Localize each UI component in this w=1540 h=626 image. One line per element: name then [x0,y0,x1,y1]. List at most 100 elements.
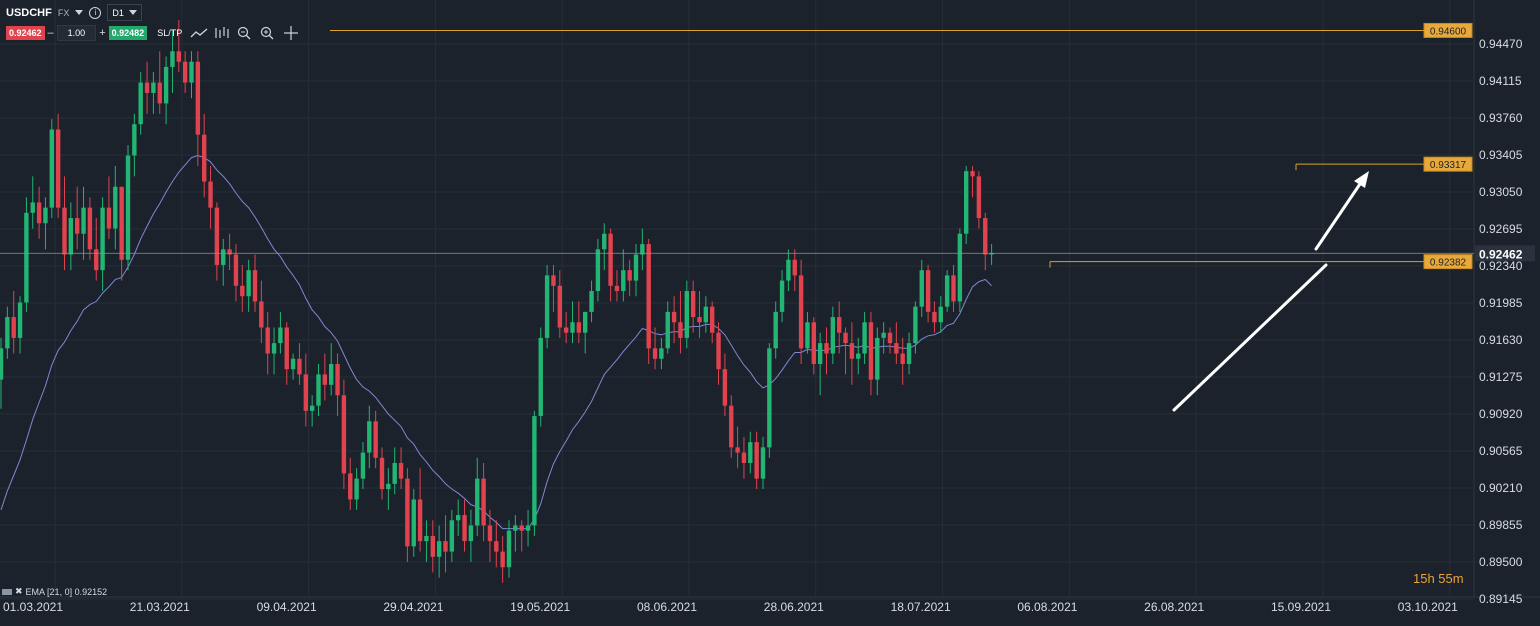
candle-body [265,327,270,354]
timeframe-label: D1 [112,7,124,18]
x-tick-label: 28.06.2021 [764,600,824,614]
candle-body [633,254,639,281]
candle-body [373,421,378,458]
y-tick-label: 0.89500 [1479,555,1523,569]
timeframe-select[interactable]: D1 [107,4,142,21]
candle-body [602,233,607,250]
symbol-label[interactable]: USDCHF [6,6,52,19]
candle-body [55,129,61,208]
x-tick-label: 03.10.2021 [1398,600,1458,614]
candle-body [621,270,626,292]
candle-body [849,343,855,359]
level-label: 0.92382 [1430,258,1467,269]
candle-body [481,478,486,526]
ema-legend[interactable]: ✖ EMA [21, 0] 0.92152 [2,586,107,597]
candle-body [881,332,886,338]
candle-body [671,311,677,323]
level-label-box [1423,156,1473,172]
info-icon[interactable]: i [89,6,102,19]
x-tick-label: 15.09.2021 [1271,600,1331,614]
candle-body [779,280,785,312]
candle-body [290,358,296,370]
y-tick-label: 0.91985 [1479,296,1523,310]
x-tick-label: 19.05.2021 [510,600,570,614]
y-tick-label: 0.92695 [1479,222,1523,236]
zoom-out-icon[interactable] [236,26,254,40]
candle-body [925,270,931,312]
candle-body [246,270,251,297]
price-axis[interactable]: 0.94470 0.94115 0.93760 0.93405 0.93050 0.926… [1479,37,1523,606]
candle-body [316,374,321,406]
ema-line [0,154,992,530]
candle-body [284,327,289,370]
candle-body [341,395,347,474]
y-tick-label: 0.90920 [1479,407,1523,421]
y-tick-label: 0.93405 [1479,148,1523,162]
decrease-quantity-button[interactable]: – [47,27,54,39]
candle-body [900,353,905,364]
ema-series [0,154,992,530]
sell-price-button[interactable]: 0.92462 [6,26,45,40]
zoom-in-icon[interactable] [259,26,277,40]
candle-body [589,291,594,312]
candle-body [627,270,632,281]
candle-body [87,207,93,250]
candle-body [5,317,10,349]
candle-body [894,343,899,354]
candle-body [805,322,810,349]
trend-line [1172,263,1328,412]
candle-body [932,311,937,323]
time-axis[interactable]: 01.03.2021 21.03.2021 09.04.2021 29.04.2021… [3,600,1458,614]
candle-body [576,322,582,333]
candle-body [94,249,99,271]
level-label: 0.94600 [1430,26,1467,37]
candle-body [532,416,537,526]
candle-body [157,82,162,104]
candle-body [436,541,442,557]
candle-body [729,405,734,448]
candle-body [487,525,493,542]
candle-body [690,291,696,318]
y-tick-label: 0.92340 [1479,259,1523,273]
candle-body [646,244,651,349]
candle-body [906,343,912,364]
candle-body [119,186,124,260]
x-tick-label: 18.07.2021 [891,600,951,614]
level-label-box [1423,22,1473,38]
candle-body [335,363,340,396]
symbol-dropdown-icon[interactable] [75,10,84,15]
candle-body [386,483,391,490]
indicators-icon[interactable] [213,26,231,40]
candle-body [710,306,715,333]
candle-body [233,254,239,286]
y-tick-label: 0.91630 [1479,333,1523,347]
x-tick-label: 26.08.2021 [1144,600,1204,614]
increase-quantity-button[interactable]: + [99,27,106,39]
line-chart-icon[interactable] [190,26,208,40]
candle-body [703,306,709,323]
buy-price-button[interactable]: 0.92482 [108,26,148,40]
level-label-box [1423,254,1473,270]
candle-body [970,171,975,177]
candle-body [817,343,823,364]
close-indicator-icon[interactable]: ✖ [15,586,23,596]
indicator-settings-icon[interactable] [2,588,12,596]
candle-body [68,218,74,255]
candle-body [563,327,569,333]
crosshair-icon[interactable] [282,26,300,40]
candle-body [811,322,816,364]
candle-body [379,457,385,490]
quantity-field[interactable]: 1.00 [56,25,97,41]
candle-body [17,302,23,338]
candle-body [417,499,423,542]
candle-body [303,374,308,411]
candle-body [951,275,956,302]
candle-body [798,275,804,349]
candle-body [405,478,410,547]
candle-body [278,327,283,344]
sltp-button[interactable]: SL/TP [157,28,183,38]
candle-body [106,207,112,229]
trade-row: 0.92462 – 1.00 + 0.92482 SL/TP [6,25,305,41]
candle-body [240,285,245,297]
